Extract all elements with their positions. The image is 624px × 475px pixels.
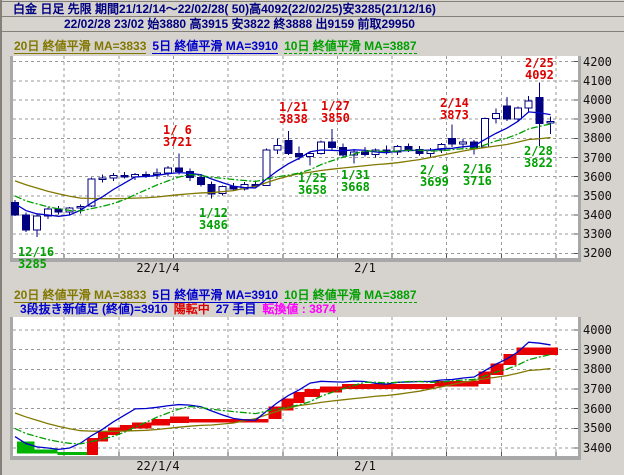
- candle-body: [547, 121, 554, 123]
- line-break-block: [490, 363, 503, 374]
- y-axis-label: 3400: [583, 208, 619, 222]
- y-axis-label: 3900: [583, 343, 619, 357]
- chart-window: 白金 日足 先限 期間21/12/14～22/02/28( 50)高4092(2…: [0, 0, 624, 475]
- candle-body: [22, 215, 29, 230]
- y-axis-label: 3500: [583, 189, 619, 203]
- line-break-block: [35, 449, 58, 453]
- line-break-block: [58, 452, 88, 455]
- y-axis-label: 3800: [583, 131, 619, 145]
- swing-low-annotation: 1/123486: [199, 206, 228, 232]
- swing-high-annotation: 2/254092: [525, 56, 554, 82]
- candle-body: [274, 146, 281, 150]
- swing-low-annotation: 12/163285: [18, 245, 54, 271]
- line-break-chart: [10, 317, 581, 460]
- y-axis-label: 3800: [583, 362, 619, 376]
- candlestick-chart: 1/ 63721 1/213838 1/273850 2/143873 2/254092…: [10, 56, 581, 262]
- y-axis-label: 3300: [583, 227, 619, 241]
- candle-body: [121, 176, 128, 178]
- swing-low-annotation: 2/163716: [463, 162, 492, 188]
- candle-body: [492, 113, 499, 118]
- candle-body: [514, 108, 521, 119]
- swing-low-annotation: 2/283822: [524, 144, 553, 170]
- candle-body: [219, 187, 226, 194]
- candle-body: [503, 106, 510, 119]
- y-axis-label: 4200: [583, 55, 619, 69]
- candle-body: [318, 142, 325, 153]
- y-axis-label: 4000: [583, 323, 619, 337]
- y-axis-label: 4000: [583, 93, 619, 107]
- candle-body: [285, 141, 292, 154]
- candle-body: [481, 119, 488, 147]
- candle-body: [328, 142, 335, 148]
- candle-body: [110, 176, 117, 178]
- trend-state-label: 陽転中: [174, 302, 210, 316]
- bar-count-label: 27 手目: [216, 302, 257, 316]
- candle-body: [536, 98, 543, 124]
- line-break-block: [320, 387, 342, 393]
- ma5-legend: 5日 終値平滑 MA=3910: [152, 39, 278, 54]
- swing-high-annotation: 2/143873: [440, 96, 469, 122]
- candle-body: [99, 178, 106, 180]
- instrument-title: 白金 日足 先限 期間21/12/14～22/02/28( 50)高4092(2…: [2, 1, 624, 17]
- swing-low-annotation: 1/313668: [341, 168, 370, 194]
- y-axis-label: 3700: [583, 382, 619, 396]
- y-axis-label: 3200: [583, 246, 619, 260]
- x-axis-label: 22/1/4: [133, 261, 183, 275]
- line-break-canvas: [13, 317, 578, 456]
- swing-high-annotation: 1/273850: [321, 99, 350, 125]
- candle-body: [525, 101, 532, 108]
- line-break-label: 3段抜き新値足 (終値)=3910: [20, 302, 168, 316]
- ma-legend-top: 20日 終値平滑 MA=3833 5日 終値平滑 MA=3910 10日 終値平滑 …: [14, 37, 423, 54]
- line-break-block: [170, 417, 189, 423]
- candle-body: [460, 142, 467, 144]
- y-axis-label: 4100: [583, 74, 619, 88]
- reversal-value-label: 転換値 : 3874: [262, 302, 335, 316]
- ma20-legend: 20日 終値平滑 MA=3833: [14, 39, 146, 54]
- line-break-block: [152, 419, 171, 425]
- y-axis-label: 3500: [583, 421, 619, 435]
- candle-body: [33, 216, 40, 230]
- candle-body: [405, 146, 412, 149]
- candle-body: [175, 168, 182, 171]
- swing-low-annotation: 1/253658: [298, 171, 327, 197]
- candle-body: [165, 168, 172, 173]
- session-quote-line: 22/02/28 23/02 始3880 高3915 安3822 終3888 出…: [2, 17, 624, 32]
- y-axis-label: 3400: [583, 441, 619, 455]
- line-break-status: 3段抜き新値足 (終値)=3910 陽転中 27 手目転換値 : 3874: [20, 300, 342, 317]
- swing-low-annotation: 2/ 93699: [420, 163, 449, 189]
- x-axis-label: 2/1: [340, 459, 390, 473]
- x-axis-label: 22/1/4: [133, 459, 183, 473]
- y-axis-label: 3600: [583, 402, 619, 416]
- line-break-block: [305, 389, 320, 397]
- y-axis-label: 3900: [583, 112, 619, 126]
- line-break-block: [517, 347, 559, 354]
- candle-body: [154, 173, 161, 175]
- candle-body: [449, 138, 456, 144]
- line-break-block: [294, 392, 305, 403]
- x-axis-label: 2/1: [340, 261, 390, 275]
- y-axis-label: 3700: [583, 151, 619, 165]
- candle-body: [197, 178, 204, 185]
- swing-high-annotation: 1/ 63721: [163, 123, 192, 149]
- candlestick-canvas: 1/ 63721 1/213838 1/273850 2/143873 2/254092…: [13, 56, 578, 258]
- line-break-block: [132, 422, 152, 428]
- swing-high-annotation: 1/213838: [279, 100, 308, 126]
- ma10-legend: 10日 終値平滑 MA=3887: [284, 39, 416, 54]
- y-axis-label: 3600: [583, 170, 619, 184]
